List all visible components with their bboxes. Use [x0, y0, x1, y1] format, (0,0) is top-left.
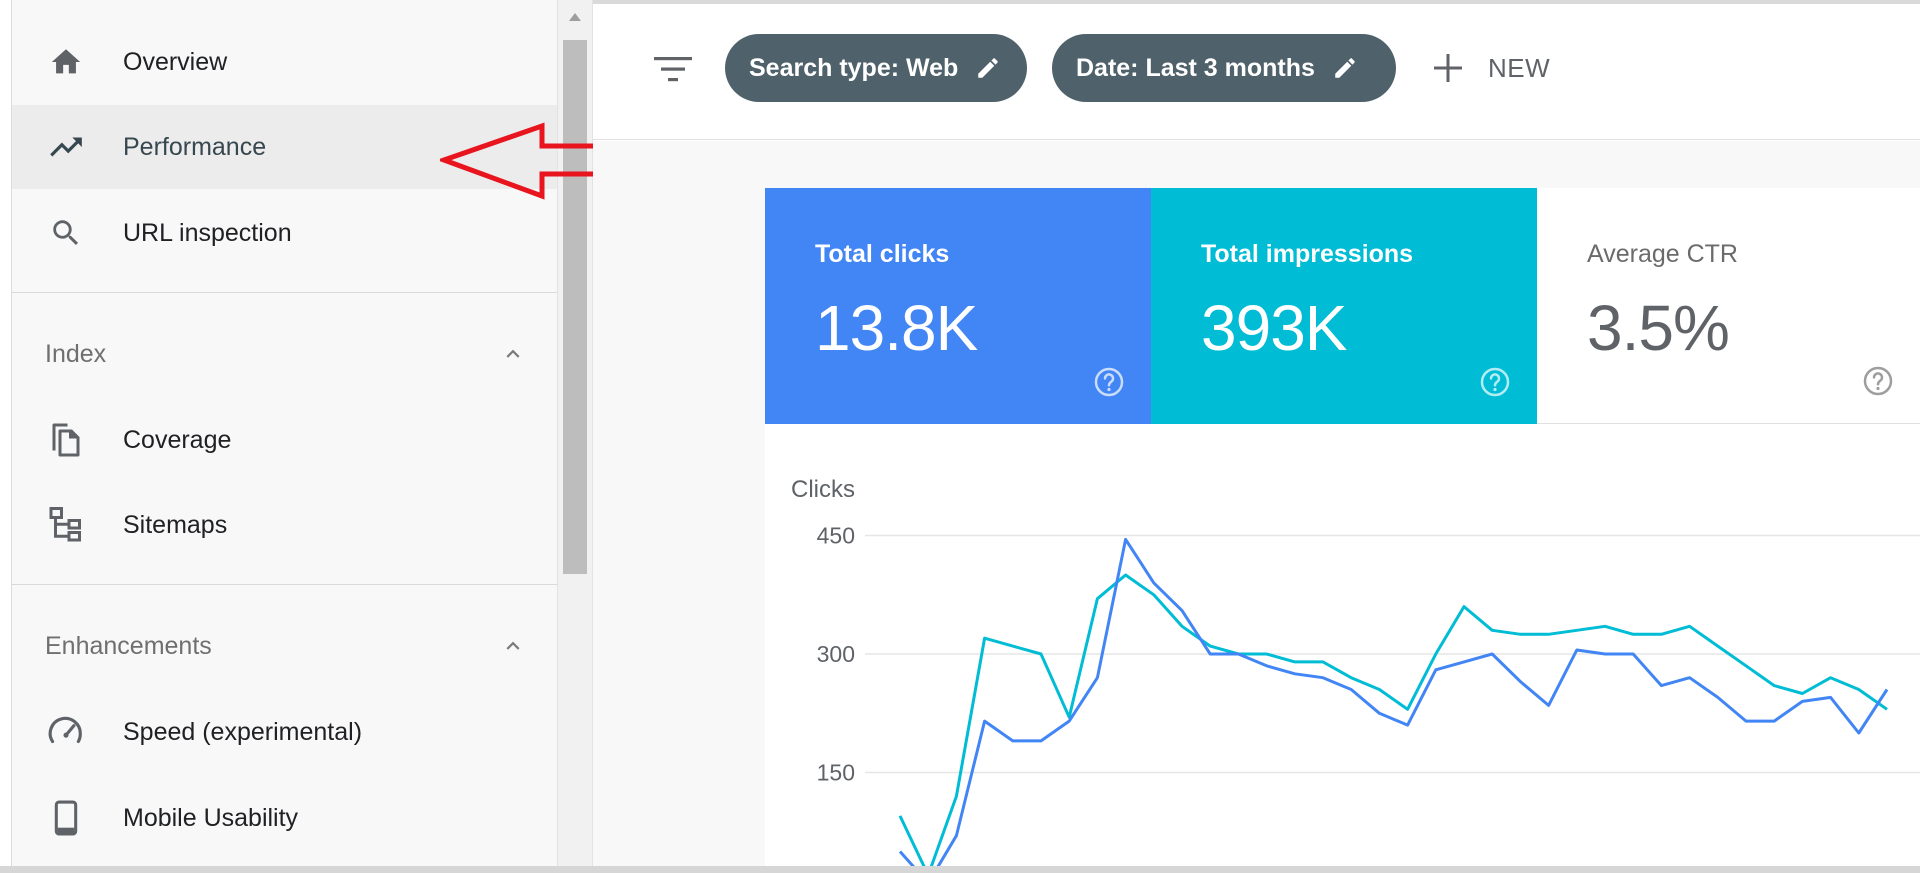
- pages-icon: [46, 420, 86, 460]
- sidebar-item-label: Mobile Usability: [123, 803, 299, 832]
- scrollbar-thumb[interactable]: [563, 40, 587, 574]
- sidebar-item-overview[interactable]: Overview: [12, 20, 557, 104]
- filter-toolbar: Search type: Web Date: Last 3 months NEW: [593, 0, 1920, 140]
- filter-icon[interactable]: [650, 49, 696, 89]
- metric-card-total-impressions[interactable]: Total impressions 393K: [1151, 188, 1537, 424]
- sidebar-item-label: Sitemaps: [123, 510, 228, 539]
- sidebar-item-label: Coverage: [123, 425, 232, 454]
- chevron-up-icon[interactable]: [498, 339, 528, 369]
- chip-label: Date: Last 3 months: [1076, 53, 1315, 82]
- metric-label: Total impressions: [1201, 240, 1414, 268]
- home-icon: [46, 42, 86, 82]
- main-panel: Search type: Web Date: Last 3 months NEW…: [593, 0, 1920, 873]
- y-tick-label: 450: [817, 523, 855, 549]
- speedometer-icon: [46, 712, 86, 752]
- edit-pencil-icon[interactable]: [974, 54, 1002, 82]
- chip-label: Search type: Web: [749, 53, 959, 82]
- sidebar-item-url-inspection[interactable]: URL inspection: [12, 191, 557, 275]
- edit-pencil-icon[interactable]: [1331, 54, 1359, 82]
- sidebar-section-index[interactable]: Index: [12, 312, 557, 396]
- sidebar: Overview Performance URL inspection Inde…: [12, 0, 557, 873]
- help-icon[interactable]: [1479, 366, 1511, 398]
- sidebar-divider: [12, 584, 557, 585]
- sitemap-icon: [46, 505, 86, 545]
- smartphone-icon: [46, 798, 86, 838]
- metric-value: 3.5%: [1587, 292, 1730, 364]
- section-title: Enhancements: [45, 631, 212, 660]
- sidebar-item-label: Overview: [123, 47, 228, 76]
- sidebar-item-sitemaps[interactable]: Sitemaps: [12, 483, 557, 567]
- search-icon: [46, 213, 86, 253]
- performance-chart: Clicks 150 300 450: [765, 424, 1920, 873]
- metric-value: 13.8K: [815, 292, 978, 364]
- metric-card-total-clicks[interactable]: Total clicks 13.8K: [765, 188, 1151, 424]
- help-icon[interactable]: [1862, 365, 1894, 397]
- sidebar-item-label: Performance: [123, 132, 267, 161]
- metric-value: 393K: [1201, 292, 1347, 364]
- sidebar-section-enhancements[interactable]: Enhancements: [12, 604, 557, 688]
- performance-content: Total clicks 13.8K Total impressions 393…: [593, 141, 1920, 873]
- plus-icon: [1428, 48, 1468, 88]
- filter-chip-date[interactable]: Date: Last 3 months: [1052, 34, 1396, 102]
- sidebar-item-mobile-usability[interactable]: Mobile Usability: [12, 776, 557, 860]
- sidebar-divider: [12, 292, 557, 293]
- window-edge: [0, 0, 12, 873]
- series-line-clicks[interactable]: [898, 537, 1889, 873]
- sidebar-item-label: URL inspection: [123, 218, 292, 247]
- help-icon[interactable]: [1093, 366, 1125, 398]
- y-axis-label: Clicks: [791, 476, 855, 503]
- metric-label: Total clicks: [815, 240, 950, 268]
- y-tick-label: 150: [817, 760, 855, 786]
- section-title: Index: [45, 339, 107, 368]
- new-filter-button[interactable]: NEW: [1428, 40, 1550, 96]
- filter-chip-search-type[interactable]: Search type: Web: [725, 34, 1027, 102]
- chart-canvas: Clicks 150 300 450: [791, 476, 1920, 873]
- chevron-up-icon[interactable]: [498, 631, 528, 661]
- y-tick-label: 300: [817, 641, 855, 667]
- new-filter-label: NEW: [1488, 52, 1551, 83]
- scroll-up-arrow-icon[interactable]: [558, 6, 592, 28]
- window-bottom-edge: [0, 866, 1920, 873]
- sidebar-item-label: Speed (experimental): [123, 717, 363, 746]
- sidebar-item-performance[interactable]: Performance: [12, 105, 557, 189]
- trending-up-icon: [46, 127, 86, 167]
- metric-label: Average CTR: [1587, 240, 1738, 268]
- metric-card-average-ctr[interactable]: Average CTR 3.5%: [1537, 188, 1920, 424]
- sidebar-item-speed[interactable]: Speed (experimental): [12, 690, 557, 774]
- metrics-row: Total clicks 13.8K Total impressions 393…: [765, 188, 1920, 424]
- series-line-impressions[interactable]: [898, 573, 1888, 873]
- sidebar-item-coverage[interactable]: Coverage: [12, 398, 557, 482]
- toolbar-shadow: [593, 0, 1920, 4]
